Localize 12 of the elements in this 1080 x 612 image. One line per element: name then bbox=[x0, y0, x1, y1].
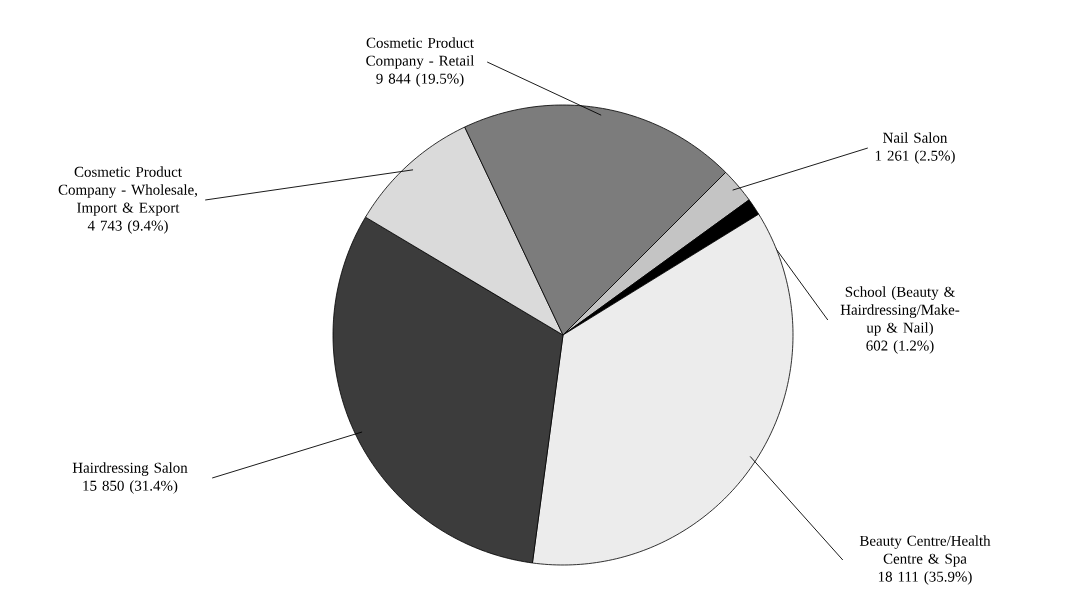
data-label: 4 743 (9.4%) bbox=[87, 220, 168, 234]
data-label: 602 (1.2%) bbox=[866, 340, 934, 354]
data-label: 18 111 (35.9%) bbox=[878, 571, 972, 585]
slice-label: Cosmetic Product Company - Retail bbox=[366, 37, 475, 69]
slice-label: Beauty Centre/Health Centre & Spa bbox=[859, 535, 991, 567]
slice-label: Nail Salon bbox=[883, 132, 948, 143]
data-label: 15 850 (31.4%) bbox=[83, 480, 178, 494]
data-label: 1 261 (2.5%) bbox=[875, 150, 955, 164]
slice-label: School (Beauty & Hairdressing/Make-up & Nail) bbox=[840, 286, 960, 336]
data-label: 9 844 (19.5%) bbox=[376, 73, 464, 87]
slice-label: Cosmetic Product Company - Wholesale, Import & Export bbox=[58, 166, 197, 216]
slice-label: Hairdressing Salon bbox=[72, 462, 188, 476]
